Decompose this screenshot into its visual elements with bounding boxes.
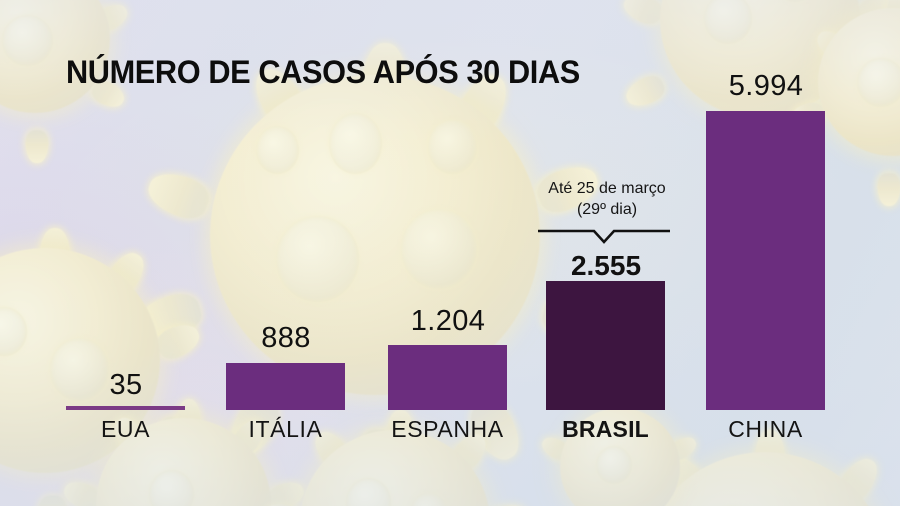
virus-particle-center: [136, 42, 607, 491]
bar-value-eua: 35: [109, 369, 143, 401]
bar-eua: [66, 406, 185, 410]
virus-particle-bottom-center: [260, 409, 530, 506]
annotation-line-2: (29º dia): [576, 201, 638, 218]
chart-title: NÚMERO DE CASOS APÓS 30 DIAS: [66, 54, 580, 90]
bar-china: [706, 111, 825, 410]
annotation-line-1: Até 25 de março: [548, 180, 666, 197]
bar-label-espanha: ESPANHA: [391, 416, 504, 442]
bar-label-brasil: BRASIL: [562, 416, 649, 442]
bar-espanha: [388, 345, 507, 410]
bar-label-italia: ITÁLIA: [248, 416, 323, 442]
annotation-bracket-icon: [538, 229, 670, 244]
bar-value-espanha: 1.204: [410, 305, 486, 337]
bar-value-italia: 888: [261, 322, 311, 354]
bar-value-brasil: 2.555: [570, 250, 642, 281]
virus-particle-right-lower: [537, 392, 700, 506]
virus-particle-top-left: [0, 0, 132, 164]
annotation-callout: Até 25 de março (29º dia): [497, 178, 717, 220]
bar-label-china: CHINA: [728, 416, 803, 442]
bar-brasil: [546, 281, 665, 410]
bar-label-eua: EUA: [100, 416, 151, 442]
virus-particle-bottom-left: [59, 399, 308, 506]
bar-italia: [226, 363, 345, 410]
bar-value-china: 5.994: [728, 70, 804, 102]
